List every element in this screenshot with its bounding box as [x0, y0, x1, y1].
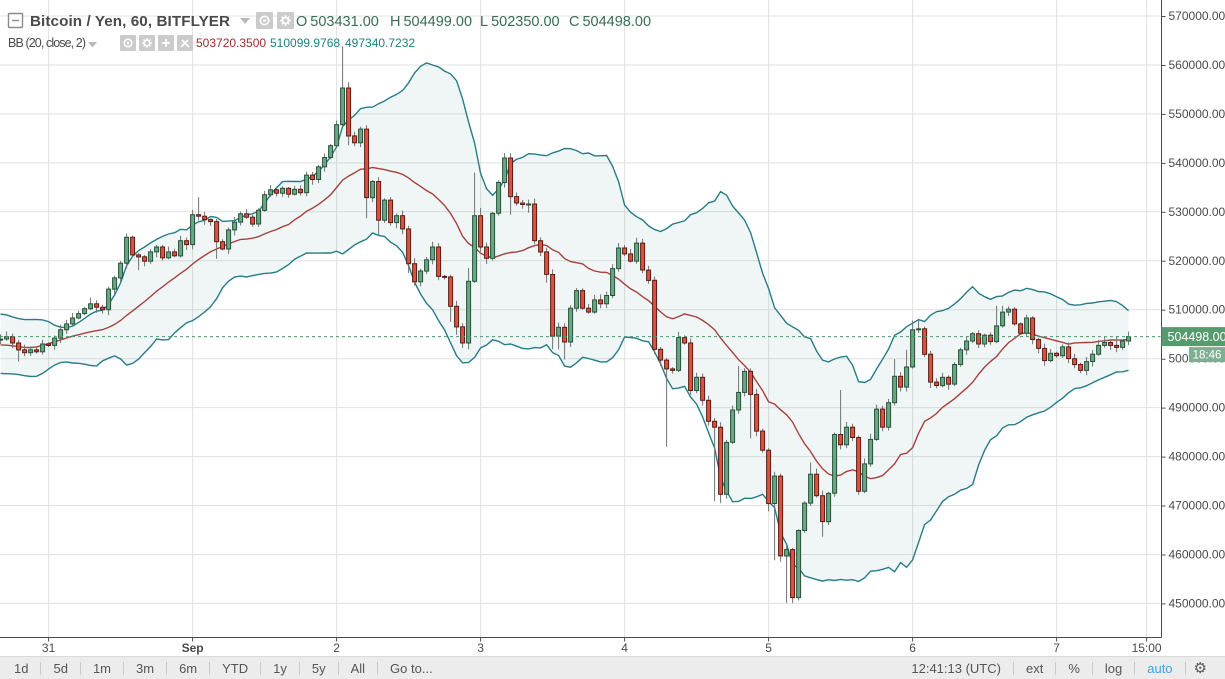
svg-text:504498.00: 504498.00 [1168, 330, 1225, 344]
svg-text:31: 31 [42, 641, 56, 655]
svg-text:BB (20, close, 2): BB (20, close, 2) [8, 36, 86, 50]
svg-text:460000.00: 460000.00 [1169, 548, 1225, 562]
svg-text:530000.00: 530000.00 [1169, 205, 1225, 219]
svg-text:497340.7232: 497340.7232 [345, 36, 415, 50]
svg-text:490000.00: 490000.00 [1169, 401, 1225, 415]
svg-text:570000.00: 570000.00 [1169, 9, 1225, 23]
svg-text:5: 5 [765, 641, 772, 655]
svg-text:450000.00: 450000.00 [1169, 596, 1225, 610]
svg-text:7: 7 [1053, 641, 1060, 655]
svg-text:6: 6 [909, 641, 916, 655]
svg-text:480000.00: 480000.00 [1169, 450, 1225, 464]
svg-text:520000.00: 520000.00 [1169, 254, 1225, 268]
svg-text:540000.00: 540000.00 [1169, 156, 1225, 170]
svg-text:18:46: 18:46 [1193, 350, 1222, 362]
svg-text:3: 3 [477, 641, 484, 655]
svg-text:Sep: Sep [182, 641, 204, 655]
svg-text:470000.00: 470000.00 [1169, 499, 1225, 513]
svg-text:550000.00: 550000.00 [1169, 107, 1225, 121]
svg-text:Bitcoin / Yen, 60, BITFLYER: Bitcoin / Yen, 60, BITFLYER [30, 13, 230, 30]
svg-text:510000.00: 510000.00 [1169, 303, 1225, 317]
svg-text:4: 4 [621, 641, 628, 655]
svg-text:503720.3500: 503720.3500 [196, 36, 266, 50]
svg-text:2: 2 [333, 641, 340, 655]
svg-text:15:00: 15:00 [1132, 641, 1162, 655]
svg-text:560000.00: 560000.00 [1169, 58, 1225, 72]
svg-text:510099.9768: 510099.9768 [270, 36, 340, 50]
